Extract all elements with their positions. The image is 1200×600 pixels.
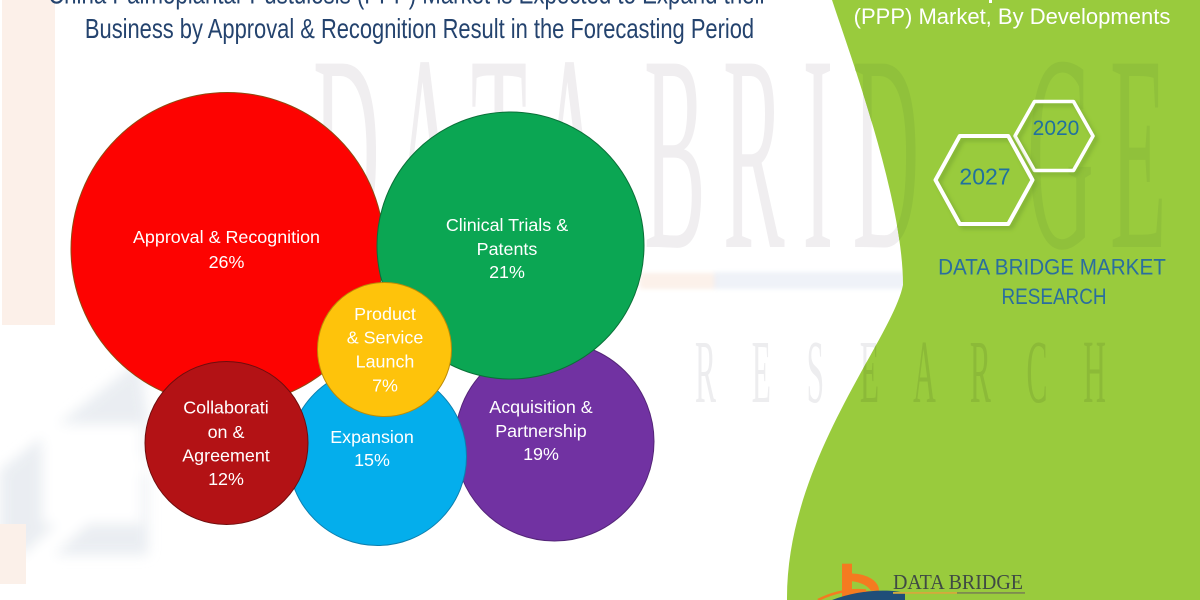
svg-text:7%: 7%: [372, 376, 398, 396]
svg-text:15%: 15%: [354, 450, 390, 470]
svg-text:Business by Approval & Recogni: Business by Approval & Recognition Resul…: [85, 13, 754, 44]
svg-text:DATA BRIDGE: DATA BRIDGE: [893, 571, 1023, 594]
svg-text:China Palmoplantar Pustulosis: China Palmoplantar Pustulosis (PPP) Mark…: [48, 0, 767, 10]
svg-text:12%: 12%: [208, 469, 244, 489]
svg-text:26%: 26%: [209, 252, 245, 272]
svg-text:2020: 2020: [1033, 117, 1080, 140]
svg-text:21%: 21%: [489, 262, 525, 282]
svg-text:Acquisition &: Acquisition &: [489, 397, 592, 417]
svg-text:Partnership: Partnership: [495, 421, 587, 441]
svg-text:Agreement: Agreement: [182, 446, 270, 466]
svg-text:19%: 19%: [523, 444, 559, 464]
svg-text:& Service: & Service: [347, 328, 424, 348]
svg-text:on &: on &: [208, 422, 245, 442]
svg-text:Collaborati: Collaborati: [183, 398, 269, 418]
svg-text:Expansion: Expansion: [330, 427, 414, 447]
svg-text:RESEARCH: RESEARCH: [1002, 285, 1107, 310]
svg-text:Patents: Patents: [477, 239, 538, 259]
svg-text:Product: Product: [354, 304, 416, 324]
svg-text:Approval & Recognition: Approval & Recognition: [133, 227, 320, 247]
svg-text:Launch: Launch: [356, 352, 415, 372]
svg-text:2027: 2027: [959, 164, 1010, 190]
svg-text:(PPP) Market, By Developments: (PPP) Market, By Developments: [854, 4, 1171, 29]
svg-text:DATA BRIDGE MARKET: DATA BRIDGE MARKET: [938, 254, 1166, 280]
svg-text:Clinical Trials &: Clinical Trials &: [446, 215, 568, 235]
